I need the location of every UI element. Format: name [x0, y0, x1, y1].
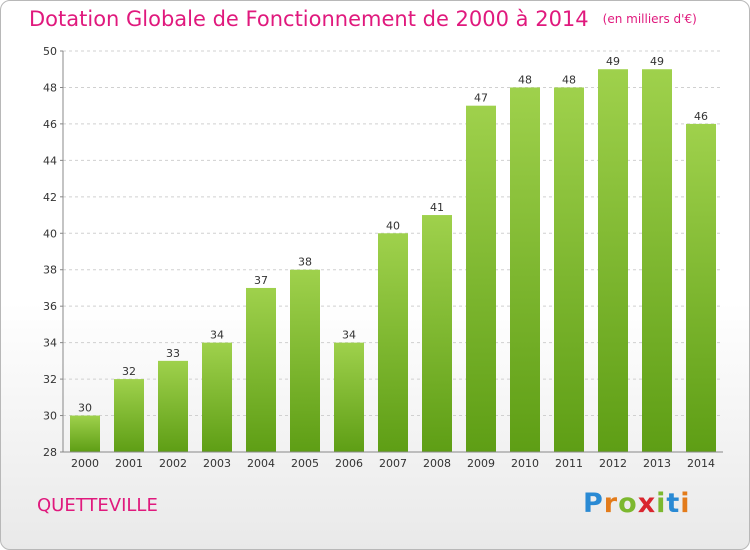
y-tick-label: 36 — [43, 300, 57, 313]
bar-2011 — [554, 87, 584, 453]
data-label: 30 — [78, 402, 92, 415]
bar-2010 — [510, 87, 540, 453]
data-label: 34 — [210, 329, 224, 342]
proxiti-logo: Proxiti — [583, 488, 691, 519]
y-tick-label: 46 — [43, 118, 57, 131]
x-tick-label: 2008 — [423, 457, 451, 470]
bars — [70, 69, 716, 453]
data-label: 48 — [562, 73, 576, 86]
y-tick-label: 48 — [43, 81, 57, 94]
bar-2012 — [598, 69, 628, 453]
y-tick-label: 32 — [43, 373, 57, 386]
x-tick-label: 2005 — [291, 457, 319, 470]
y-tick-label: 42 — [43, 191, 57, 204]
x-tick-label: 2010 — [511, 457, 539, 470]
x-tick-label: 2014 — [687, 457, 715, 470]
bar-2005 — [290, 269, 320, 452]
bar-2008 — [422, 215, 452, 452]
data-label: 49 — [606, 55, 620, 68]
logo-letter: i — [656, 488, 667, 519]
y-tick-label: 34 — [43, 337, 57, 350]
data-label: 48 — [518, 73, 532, 86]
x-tick-label: 2012 — [599, 457, 627, 470]
x-tick-label: 2007 — [379, 457, 407, 470]
town-name: QUETTEVILLE — [37, 495, 158, 516]
bar-2004 — [246, 287, 276, 452]
data-label: 41 — [430, 201, 444, 214]
chart-unit: (en milliers d'€) — [602, 12, 697, 26]
data-label: 33 — [166, 347, 180, 360]
logo-letter: o — [618, 488, 638, 519]
data-label: 34 — [342, 329, 356, 342]
data-label: 46 — [694, 110, 708, 123]
bar-2009 — [466, 105, 496, 452]
bar-2006 — [334, 342, 364, 452]
logo-letter: r — [603, 488, 619, 519]
data-label: 37 — [254, 274, 268, 287]
x-axis-ticks: 2000 2001 2002 2003 2004 2005 2006 2007 2008 2009… — [71, 457, 715, 470]
y-tick-label: 38 — [43, 264, 57, 277]
data-label: 47 — [474, 92, 488, 105]
y-tick-label: 50 — [43, 45, 57, 58]
y-tick-label: 30 — [43, 410, 57, 423]
axes — [62, 51, 723, 453]
x-tick-label: 2011 — [555, 457, 583, 470]
bar-2007 — [378, 233, 408, 452]
logo-letter: t — [666, 488, 681, 519]
y-axis-ticks: 28 30 32 34 36 38 40 42 44 46 48 50 — [43, 45, 63, 459]
bar-2002 — [158, 360, 188, 452]
x-tick-label: 2004 — [247, 457, 275, 470]
data-label: 40 — [386, 219, 400, 232]
bar-2000 — [70, 415, 100, 452]
logo-letter: x — [637, 488, 657, 519]
data-label: 38 — [298, 256, 312, 269]
x-tick-label: 2013 — [643, 457, 671, 470]
data-label: 32 — [122, 365, 136, 378]
x-tick-label: 2000 — [71, 457, 99, 470]
data-label: 49 — [650, 55, 664, 68]
data-labels: 30 32 33 34 37 38 34 40 41 47 48 48 49 49 46 — [78, 55, 708, 414]
logo-letter: P — [583, 488, 604, 519]
logo-letter: i — [680, 488, 691, 519]
bar-2014 — [686, 123, 716, 452]
y-tick-label: 44 — [43, 154, 57, 167]
x-tick-label: 2001 — [115, 457, 143, 470]
chart-title-text: Dotation Globale de Fonctionnement de 20… — [29, 7, 589, 31]
x-tick-label: 2003 — [203, 457, 231, 470]
bar-2003 — [202, 342, 232, 452]
x-tick-label: 2009 — [467, 457, 495, 470]
x-tick-label: 2002 — [159, 457, 187, 470]
x-tick-label: 2006 — [335, 457, 363, 470]
bar-2001 — [114, 379, 144, 452]
chart-title: Dotation Globale de Fonctionnement de 20… — [29, 7, 697, 31]
y-tick-label: 40 — [43, 227, 57, 240]
y-tick-label: 28 — [43, 446, 57, 459]
bar-2013 — [642, 69, 672, 453]
